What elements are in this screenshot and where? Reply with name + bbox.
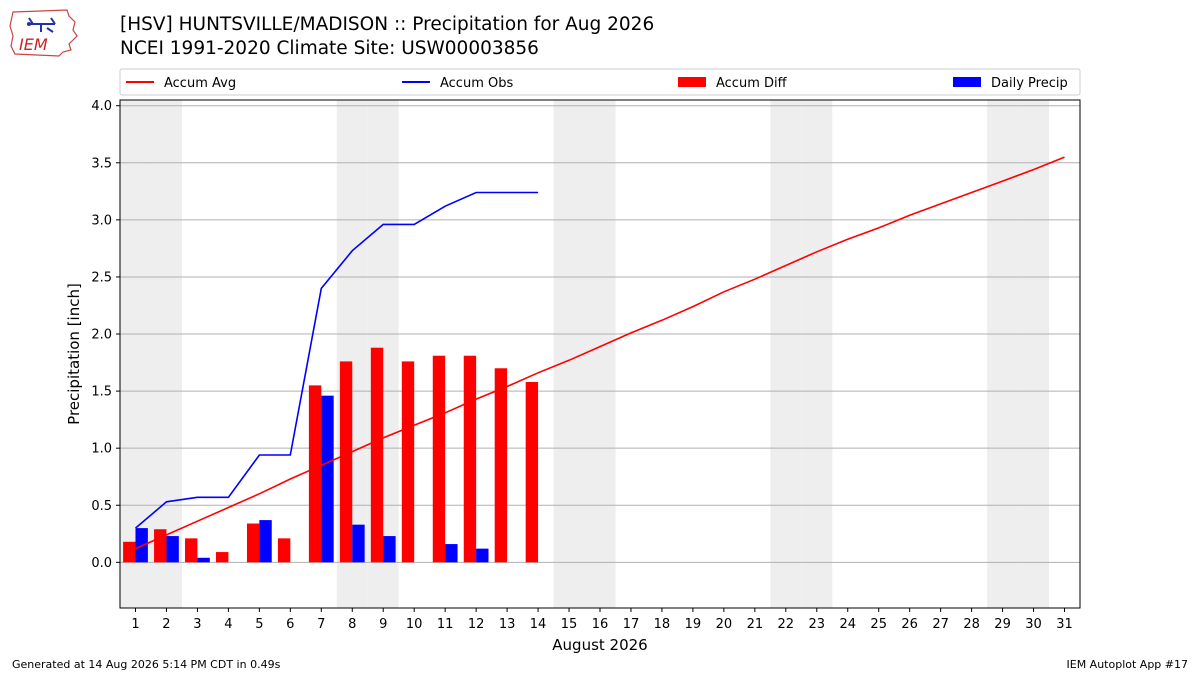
accum-diff-bar	[401, 361, 415, 563]
accum-diff-bar	[339, 361, 353, 563]
iem-logo: IEM	[9, 9, 78, 57]
weekend-band	[584, 100, 616, 608]
accum-avg-line	[135, 156, 1065, 550]
accum-obs-line	[134, 191, 539, 529]
x-tick-label: 9	[379, 617, 387, 632]
accum-diff-bar	[370, 347, 384, 563]
y-tick-label: 1.0	[91, 442, 112, 457]
weekend-band	[987, 100, 1019, 608]
y-axis-label: Precipitation [inch]	[65, 283, 83, 425]
daily-precip-bar	[445, 544, 458, 563]
x-tick-label: 29	[994, 617, 1011, 632]
y-tick-label: 2.0	[91, 328, 112, 343]
accum-diff-bar	[432, 355, 446, 563]
accum-diff-bar	[277, 538, 291, 563]
accum-diff-bar	[525, 381, 539, 563]
legend-frame	[119, 68, 1081, 96]
x-tick-label: 5	[255, 617, 263, 632]
x-axis: 1 2 3 4 5 6 7 8 9 10 11 12 13 14 15 16 17 18 19 20 21 22 23 24 2…	[131, 608, 1073, 632]
x-tick-label: 31	[1056, 617, 1073, 632]
legend-label: Accum Avg	[164, 76, 236, 91]
daily-precip-bar	[259, 520, 272, 563]
weekend-band	[150, 100, 182, 608]
weekend-band	[801, 100, 833, 608]
x-tick-label: 4	[224, 617, 232, 632]
weekend-bands	[120, 100, 1050, 608]
x-tick-label: 15	[561, 617, 578, 632]
daily-precip-bar	[321, 395, 334, 563]
title-line-1: [HSV] HUNTSVILLE/MADISON :: Precipitatio…	[120, 14, 655, 35]
x-tick-label: 28	[963, 617, 980, 632]
y-tick-label: 2.5	[91, 270, 112, 285]
x-tick-label: 30	[1025, 617, 1042, 632]
accum-diff-bar	[494, 368, 508, 563]
weekend-band	[1018, 100, 1050, 608]
legend-label: Daily Precip	[991, 76, 1068, 91]
x-tick-label: 16	[592, 617, 609, 632]
weekend-band	[553, 100, 585, 608]
legend-label: Accum Diff	[716, 76, 788, 91]
daily-precip-bar	[352, 524, 365, 563]
x-tick-label: 8	[348, 617, 356, 632]
accum-diff-bar	[308, 385, 322, 563]
x-tick-label: 18	[654, 617, 671, 632]
legend-swatch-bar	[953, 77, 981, 87]
legend: Accum Avg Accum Obs Accum Diff Daily Precip	[119, 68, 1081, 96]
x-tick-label: 26	[901, 617, 918, 632]
accum-diff-bar	[154, 529, 167, 563]
x-tick-label: 21	[747, 617, 764, 632]
x-tick-label: 3	[193, 617, 201, 632]
x-tick-label: 11	[437, 617, 454, 632]
x-tick-label: 10	[406, 617, 423, 632]
x-tick-label: 27	[932, 617, 949, 632]
accum-diff-bar	[185, 538, 198, 563]
bar-series	[123, 347, 539, 563]
x-tick-label: 23	[809, 617, 826, 632]
weekend-band	[770, 100, 802, 608]
x-tick-label: 24	[839, 617, 856, 632]
x-tick-label: 6	[286, 617, 294, 632]
accum-diff-bar	[216, 552, 229, 563]
x-tick-label: 13	[499, 617, 516, 632]
logo-text: IEM	[19, 35, 48, 54]
y-tick-label: 0.5	[91, 499, 112, 514]
daily-precip-bar	[197, 557, 210, 563]
y-tick-label: 1.5	[91, 385, 112, 400]
chart-title: [HSV] HUNTSVILLE/MADISON :: Precipitatio…	[120, 13, 654, 61]
y-tick-label: 3.0	[91, 213, 112, 228]
title-line-2: NCEI 1991-2020 Climate Site: USW00003856	[120, 38, 539, 59]
x-tick-label: 7	[317, 617, 325, 632]
y-tick-label: 3.5	[91, 156, 112, 171]
x-tick-label: 22	[778, 617, 795, 632]
y-tick-label: 4.0	[91, 99, 112, 114]
grid-lines	[120, 105, 1080, 563]
y-tick-label: 0.0	[91, 556, 112, 571]
iowa-outline	[9, 9, 78, 57]
x-tick-label: 12	[468, 617, 485, 632]
x-tick-label: 25	[870, 617, 887, 632]
x-tick-label: 20	[716, 617, 733, 632]
legend-label: Accum Obs	[440, 76, 513, 91]
x-tick-label: 17	[623, 617, 640, 632]
weekend-band	[120, 100, 151, 608]
daily-precip-bar	[476, 548, 489, 563]
x-tick-label: 19	[685, 617, 702, 632]
generated-note: Generated at 14 Aug 2026 5:14 PM CDT in …	[12, 658, 281, 671]
daily-precip-bar	[166, 536, 179, 563]
accum-diff-bar	[123, 541, 136, 563]
x-tick-label: 1	[131, 617, 139, 632]
weather-station-icon	[27, 17, 56, 33]
line-series	[134, 156, 1065, 550]
y-axis: 0.0 0.5 1.0 1.5 2.0 2.5 3.0 3.5 4.0	[91, 99, 120, 571]
x-axis-label: August 2026	[552, 636, 647, 654]
x-tick-label: 2	[162, 617, 170, 632]
accum-diff-bar	[463, 355, 477, 563]
x-tick-label: 14	[530, 617, 547, 632]
legend-swatch-bar	[678, 77, 706, 87]
daily-precip-bar	[383, 536, 396, 563]
accum-diff-bar	[246, 523, 260, 563]
app-note: IEM Autoplot App #17	[1066, 658, 1189, 671]
